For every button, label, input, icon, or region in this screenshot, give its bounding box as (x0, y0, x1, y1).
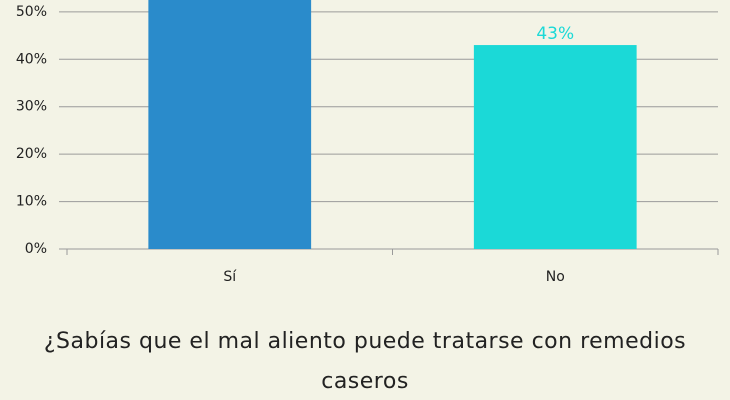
y-tick-label: 10% (16, 194, 47, 210)
y-tick-label: 50% (16, 4, 47, 20)
x-tick-label: Sí (223, 269, 237, 285)
y-tick-label: 30% (16, 99, 47, 115)
y-tick-label: 0% (25, 241, 47, 257)
x-tick-label: No (546, 269, 565, 285)
bar (148, 0, 312, 250)
bar (473, 45, 637, 249)
y-tick-label: 40% (16, 51, 47, 67)
value-label: 43% (536, 24, 574, 44)
y-tick-label: 20% (16, 146, 47, 162)
chart: 0% 10% 20% 30% 40% 50% Sí No 43% (16, 0, 719, 285)
chart-title: ¿Sabías que el mal aliento puede tratars… (43, 329, 687, 394)
